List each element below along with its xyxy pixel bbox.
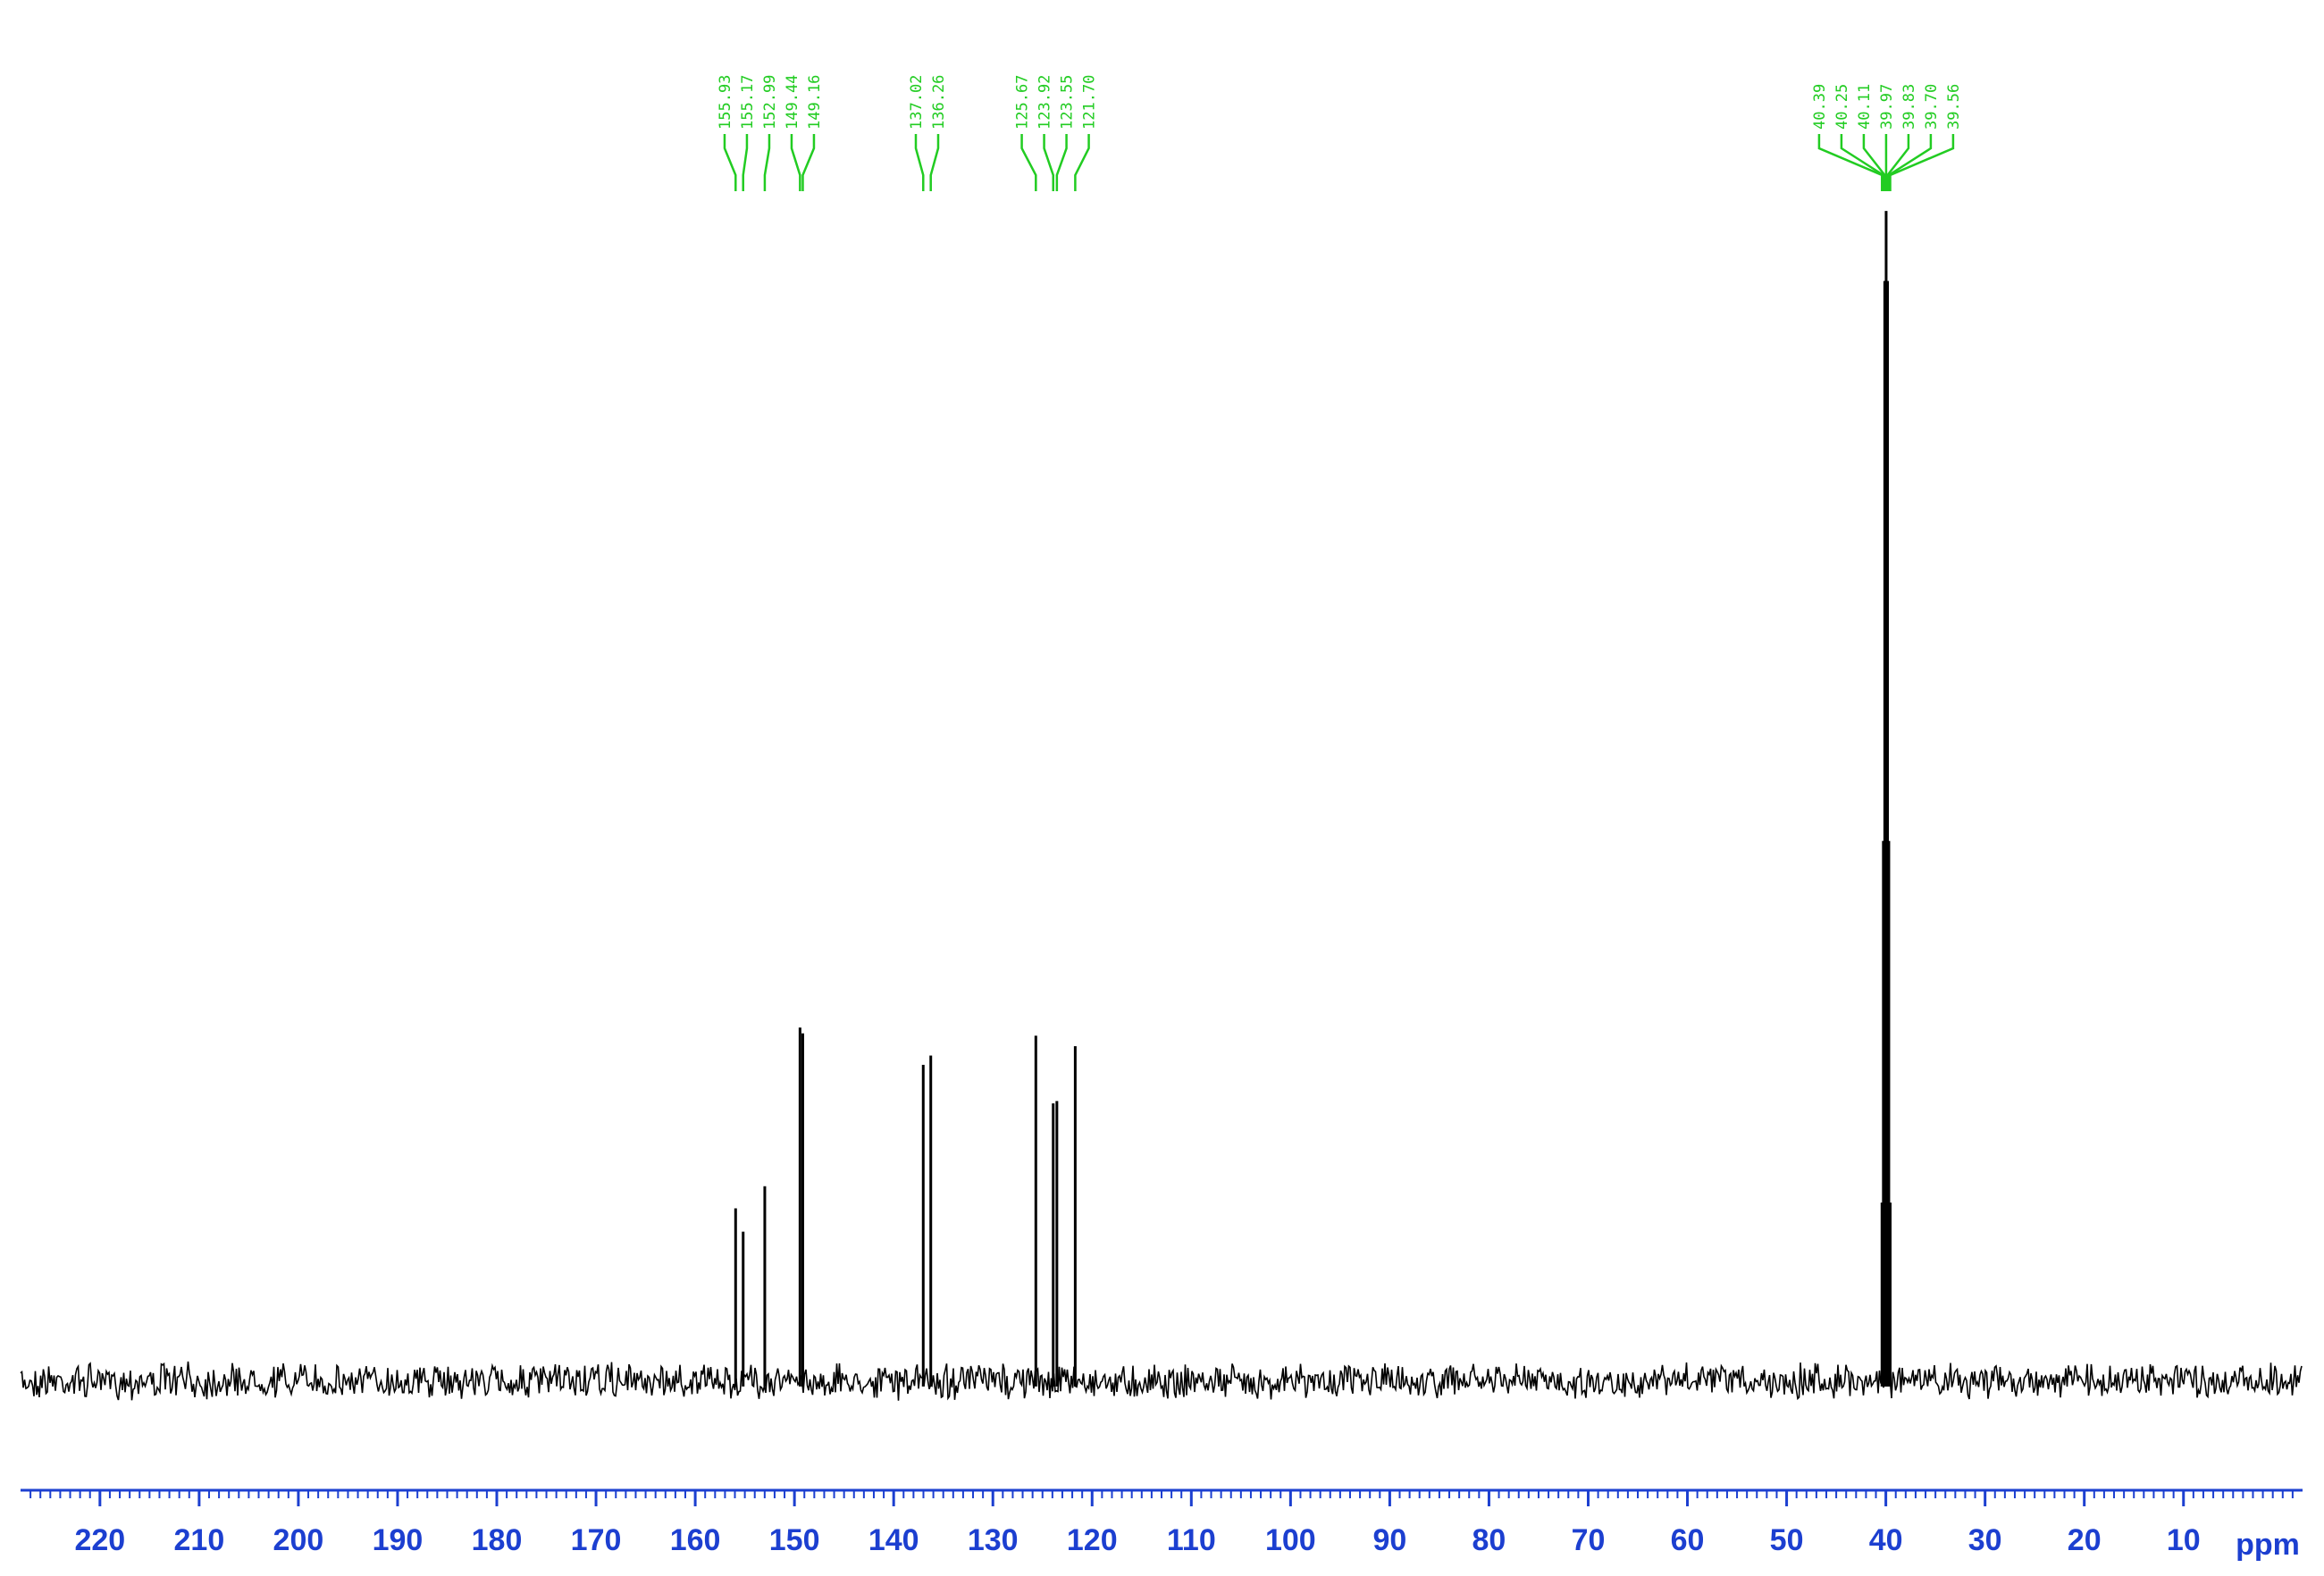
peak-label: 121.70 bbox=[1081, 75, 1099, 130]
x-tick-label: 140 bbox=[868, 1523, 919, 1557]
x-tick-label: 190 bbox=[373, 1523, 424, 1557]
peak-label-connector bbox=[914, 134, 925, 191]
x-tick-label: 130 bbox=[968, 1523, 1019, 1557]
x-tick-label: 180 bbox=[472, 1523, 523, 1557]
x-tick-label: 150 bbox=[769, 1523, 820, 1557]
x-tick-label: 200 bbox=[273, 1523, 324, 1557]
x-axis-label: ppm bbox=[2236, 1528, 2300, 1562]
peak-label: 155.93 bbox=[717, 75, 734, 130]
peak-label: 125.67 bbox=[1014, 75, 1032, 130]
x-tick-label: 120 bbox=[1067, 1523, 1118, 1557]
x-tick-label: 50 bbox=[1770, 1523, 1804, 1557]
x-tick-label: 70 bbox=[1572, 1523, 1606, 1557]
peak-label-connector bbox=[1817, 134, 1884, 191]
peak-label: 137.02 bbox=[908, 75, 926, 130]
peak-label-connector bbox=[1840, 134, 1885, 191]
x-tick-label: 110 bbox=[1167, 1523, 1216, 1557]
peak-label: 149.16 bbox=[806, 75, 824, 130]
x-tick-label: 100 bbox=[1265, 1523, 1316, 1557]
peak-label: 152.99 bbox=[761, 75, 779, 130]
x-tick-label: 170 bbox=[571, 1523, 622, 1557]
x-tick-label: 80 bbox=[1472, 1523, 1506, 1557]
x-tick-label: 220 bbox=[74, 1523, 125, 1557]
peak-label-connector bbox=[790, 134, 801, 191]
peak-label: 155.17 bbox=[739, 75, 757, 130]
x-tick-label: 60 bbox=[1671, 1523, 1705, 1557]
peak-label: 39.83 bbox=[1900, 84, 1918, 130]
peak-label-connector bbox=[929, 134, 940, 191]
peak-label: 39.97 bbox=[1878, 84, 1896, 130]
peak-label-connector bbox=[1886, 134, 1910, 191]
peak-label: 149.44 bbox=[784, 75, 801, 130]
peak-label-connector bbox=[763, 134, 771, 191]
peak-label: 39.56 bbox=[1945, 84, 1963, 130]
x-tick-label: 30 bbox=[1968, 1523, 2002, 1557]
x-tick-label: 90 bbox=[1372, 1523, 1406, 1557]
peak-label-connector bbox=[1055, 134, 1068, 191]
x-tick-label: 20 bbox=[2068, 1523, 2102, 1557]
peak-label: 40.25 bbox=[1833, 84, 1851, 130]
peak-label-connector bbox=[1887, 134, 1933, 191]
peak-label-connector bbox=[1889, 134, 1955, 191]
x-tick-label: 10 bbox=[2167, 1523, 2201, 1557]
peak-label-connector bbox=[1043, 134, 1054, 191]
peak-label-connector bbox=[723, 134, 737, 191]
x-tick-label: 160 bbox=[670, 1523, 721, 1557]
peak-label-connector bbox=[1862, 134, 1886, 191]
peak-label: 123.55 bbox=[1059, 75, 1077, 130]
peak-label-connector bbox=[742, 134, 749, 191]
baseline-noise bbox=[20, 1361, 2303, 1401]
peak-label: 39.70 bbox=[1923, 84, 1941, 130]
peak-label-connector bbox=[801, 134, 816, 191]
x-tick-label: 40 bbox=[1869, 1523, 1903, 1557]
peak-label: 40.11 bbox=[1856, 84, 1874, 130]
peak-label: 123.92 bbox=[1036, 75, 1054, 130]
peak-label-connector bbox=[1074, 134, 1090, 191]
x-tick-label: 210 bbox=[174, 1523, 225, 1557]
peak-label: 40.39 bbox=[1811, 84, 1829, 130]
peak-label-connector bbox=[1020, 134, 1037, 191]
peak-label: 136.26 bbox=[930, 75, 948, 130]
